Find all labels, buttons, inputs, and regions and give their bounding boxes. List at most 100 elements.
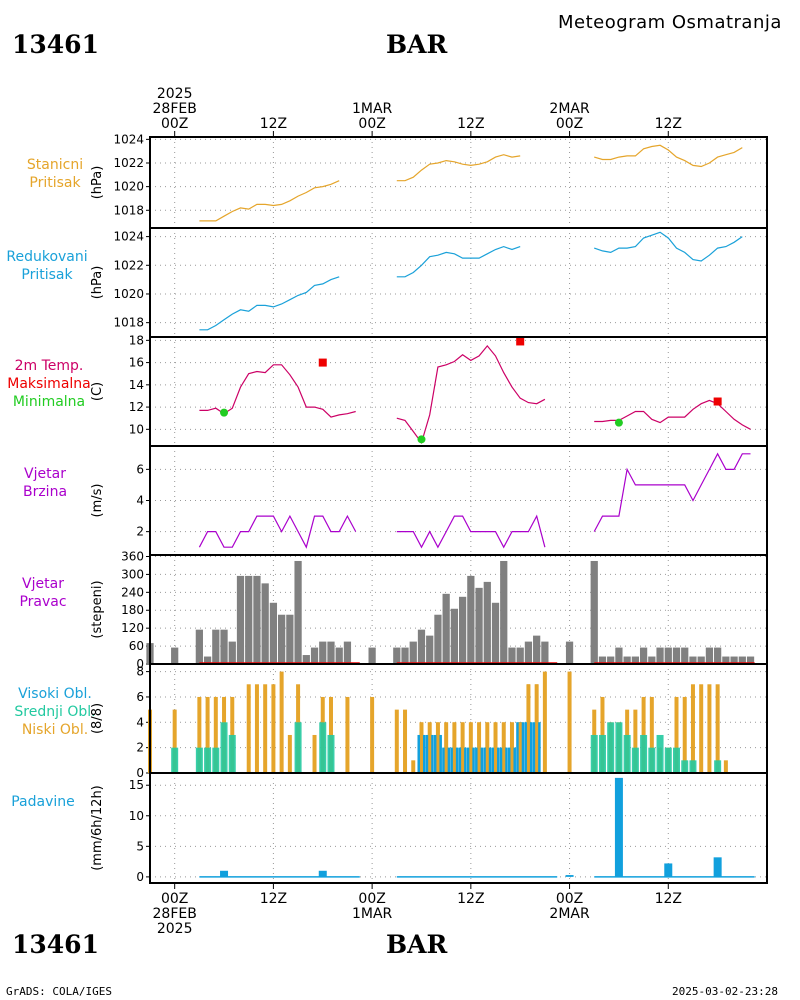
mid-cloud-bar: [294, 722, 302, 773]
y-tick-label: 120: [121, 621, 144, 635]
low-cloud-bar: [649, 696, 654, 773]
y-tick-label: 0: [136, 870, 144, 884]
wind-direction-bar: [500, 560, 508, 664]
low-cloud-bar: [279, 671, 284, 773]
precip-bar: [614, 777, 623, 877]
time-axis-label-top: 2025: [157, 86, 193, 102]
panel-label-temperature: 2m Temp. Maksimalna Minimalna: [0, 357, 104, 411]
wind-direction-bar: [746, 656, 755, 664]
y-axis-unit-label: (hPa): [90, 266, 105, 300]
wind-direction-bar: [450, 608, 459, 664]
y-tick-label: 240: [121, 585, 144, 599]
y-tick-label: 6: [136, 690, 144, 704]
low-cloud-bar: [518, 722, 522, 773]
low-cloud-bar: [526, 684, 530, 773]
wind-direction-bar: [401, 647, 409, 664]
panel-label-line: Pritisak: [21, 267, 73, 283]
precip-bar: [565, 875, 574, 877]
y-axis-unit-label: (mm/6h/12h): [90, 785, 105, 871]
wind-direction-bar: [533, 635, 541, 664]
y-tick-label: 2: [136, 525, 144, 539]
precip-bar: [713, 857, 722, 877]
mid-cloud-bar: [648, 747, 656, 773]
wind-direction-bar: [212, 629, 220, 664]
y-tick-label: 360: [121, 549, 144, 563]
wind-direction-bar: [491, 602, 500, 664]
wind-direction-bar: [483, 581, 491, 664]
mid-cloud-bar: [171, 747, 179, 773]
low-cloud-bar: [535, 684, 539, 773]
wind-direction-bar: [203, 656, 212, 664]
panel-label-line: Vjetar: [22, 576, 64, 592]
panel-label-line: Padavine: [11, 794, 75, 810]
panel-label-line: Brzina: [22, 484, 68, 500]
panel-label-line: Stanicni: [26, 157, 84, 173]
panel-border: [149, 445, 768, 556]
mid-cloud-bar: [212, 747, 220, 773]
mid-cloud-bar: [623, 734, 631, 773]
low-cloud-bar: [461, 722, 465, 773]
time-axis-label-top: 12Z: [260, 116, 287, 132]
wind-direction-bar: [253, 575, 261, 664]
low-cloud-bar: [419, 722, 423, 773]
low-cloud-bar: [494, 722, 498, 773]
station-name-bottom: BAR: [386, 930, 448, 959]
wind-direction-bar: [516, 647, 524, 664]
y-tick-label: 4: [136, 715, 144, 729]
low-cloud-bar: [411, 760, 416, 773]
wind-direction-bar: [730, 656, 738, 664]
panel-border: [149, 336, 768, 447]
wind-direction-bar: [648, 656, 656, 664]
station-id-bottom: 13461: [12, 930, 99, 959]
low-cloud-bar: [428, 722, 432, 773]
y-tick-label: 1024: [113, 132, 144, 146]
series-line: [594, 144, 743, 168]
low-cloud-bar: [469, 722, 473, 773]
low-cloud-bar: [205, 696, 210, 773]
y-axis-unit-label: (8/8): [90, 703, 105, 734]
wind-direction-bar: [565, 641, 574, 664]
series-line: [396, 245, 521, 278]
time-axis-label-top: 2MAR: [549, 101, 590, 117]
wind-direction-bar: [278, 614, 286, 664]
mid-cloud-bar: [598, 734, 606, 773]
low-cloud-bar: [485, 722, 489, 773]
series-line: [396, 154, 521, 182]
max-temp-marker: [318, 358, 327, 367]
panel-label-line: Pravac: [19, 594, 67, 610]
low-cloud-bar: [707, 684, 712, 773]
mid-cloud-bar: [664, 747, 672, 773]
wind-direction-bar: [508, 647, 516, 664]
series-line: [199, 180, 340, 222]
time-axis-label-bottom: 1MAR: [352, 906, 393, 922]
y-tick-label: 1022: [113, 258, 144, 272]
low-cloud-bar: [271, 684, 276, 773]
panel-label-wind-direction: Vjetar Pravac: [0, 575, 98, 611]
panel-border: [149, 772, 768, 884]
wind-direction-bar: [302, 655, 310, 664]
wind-direction-bar: [343, 641, 352, 664]
wind-direction-bar: [705, 647, 714, 664]
time-axis-label-bottom: 12Z: [655, 891, 682, 907]
y-tick-label: 1018: [113, 203, 144, 217]
precip-bar: [664, 863, 673, 877]
low-cloud-bar: [674, 696, 679, 773]
time-axis-label-top: 00Z: [358, 116, 385, 132]
panel-label-line: Maksimalna: [7, 376, 91, 392]
series-line: [198, 514, 357, 549]
y-tick-label: 0: [136, 657, 144, 671]
mid-cloud-bar: [228, 734, 236, 773]
time-axis-label-top: 00Z: [161, 116, 188, 132]
mid-cloud-bar: [640, 734, 648, 773]
y-tick-label: 6: [136, 462, 144, 476]
low-cloud-bar: [477, 722, 481, 773]
mid-cloud-bar: [631, 747, 639, 773]
wind-direction-bar: [434, 614, 442, 664]
y-tick-label: 1022: [113, 156, 144, 170]
y-tick-label: 14: [129, 378, 144, 392]
precip-bar: [220, 870, 229, 877]
min-temp-marker: [614, 418, 623, 427]
wind-direction-bar: [697, 656, 705, 664]
time-axis-label-top: 12Z: [655, 116, 682, 132]
low-cloud-bar: [699, 684, 704, 773]
